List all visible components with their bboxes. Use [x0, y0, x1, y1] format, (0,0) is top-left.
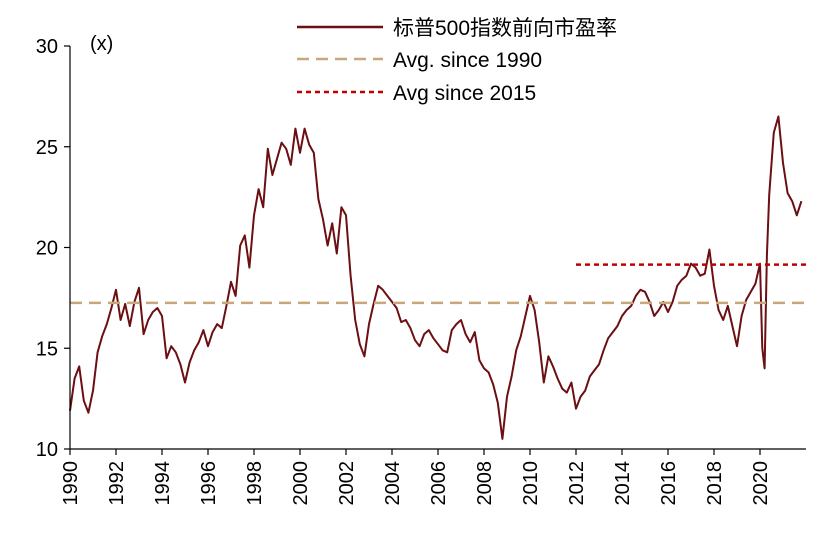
y-tick-label: 20: [36, 238, 58, 260]
plot-area: [69, 115, 806, 440]
x-tick-label: 2012: [566, 461, 588, 506]
legend-label-0: 标普500指数前向市盈率: [393, 17, 617, 40]
axes: 10 15 20 25 30 1990 1992 1994 1996 1998 2000 2002 20…: [36, 33, 806, 506]
x-tick-label: 1992: [106, 461, 128, 506]
x-tick-label: 2006: [428, 461, 450, 506]
x-tick-label: 2014: [612, 461, 634, 506]
y-tick-label: 25: [36, 137, 58, 159]
x-tick-label: 2018: [704, 461, 726, 506]
legend-label-1: Avg. since 1990: [393, 49, 542, 72]
x-tick-label: 1998: [244, 461, 266, 506]
x-tick-label: 2016: [658, 461, 680, 506]
x-tick-label: 2008: [474, 461, 496, 506]
x-tick-label: 2020: [750, 461, 772, 506]
x-tick-label: 2010: [520, 461, 542, 506]
x-tick-label: 1994: [152, 461, 174, 506]
x-tick-label: 2004: [382, 461, 404, 506]
y-tick-label: 30: [36, 36, 58, 58]
series-line-0: [69, 115, 803, 440]
y-tick-label: 10: [36, 439, 58, 461]
x-tick-label: 1990: [60, 461, 82, 506]
x-tick-label: 2000: [290, 461, 312, 506]
y-axis-label: (x): [90, 33, 113, 55]
legend-label-2: Avg since 2015: [393, 82, 536, 105]
x-tick-label: 1996: [198, 461, 220, 506]
y-tick-label: 15: [36, 338, 58, 360]
x-tick-label: 2002: [336, 461, 358, 506]
legend: 标普500指数前向市盈率 Avg. since 1990 Avg since 201…: [297, 17, 617, 105]
